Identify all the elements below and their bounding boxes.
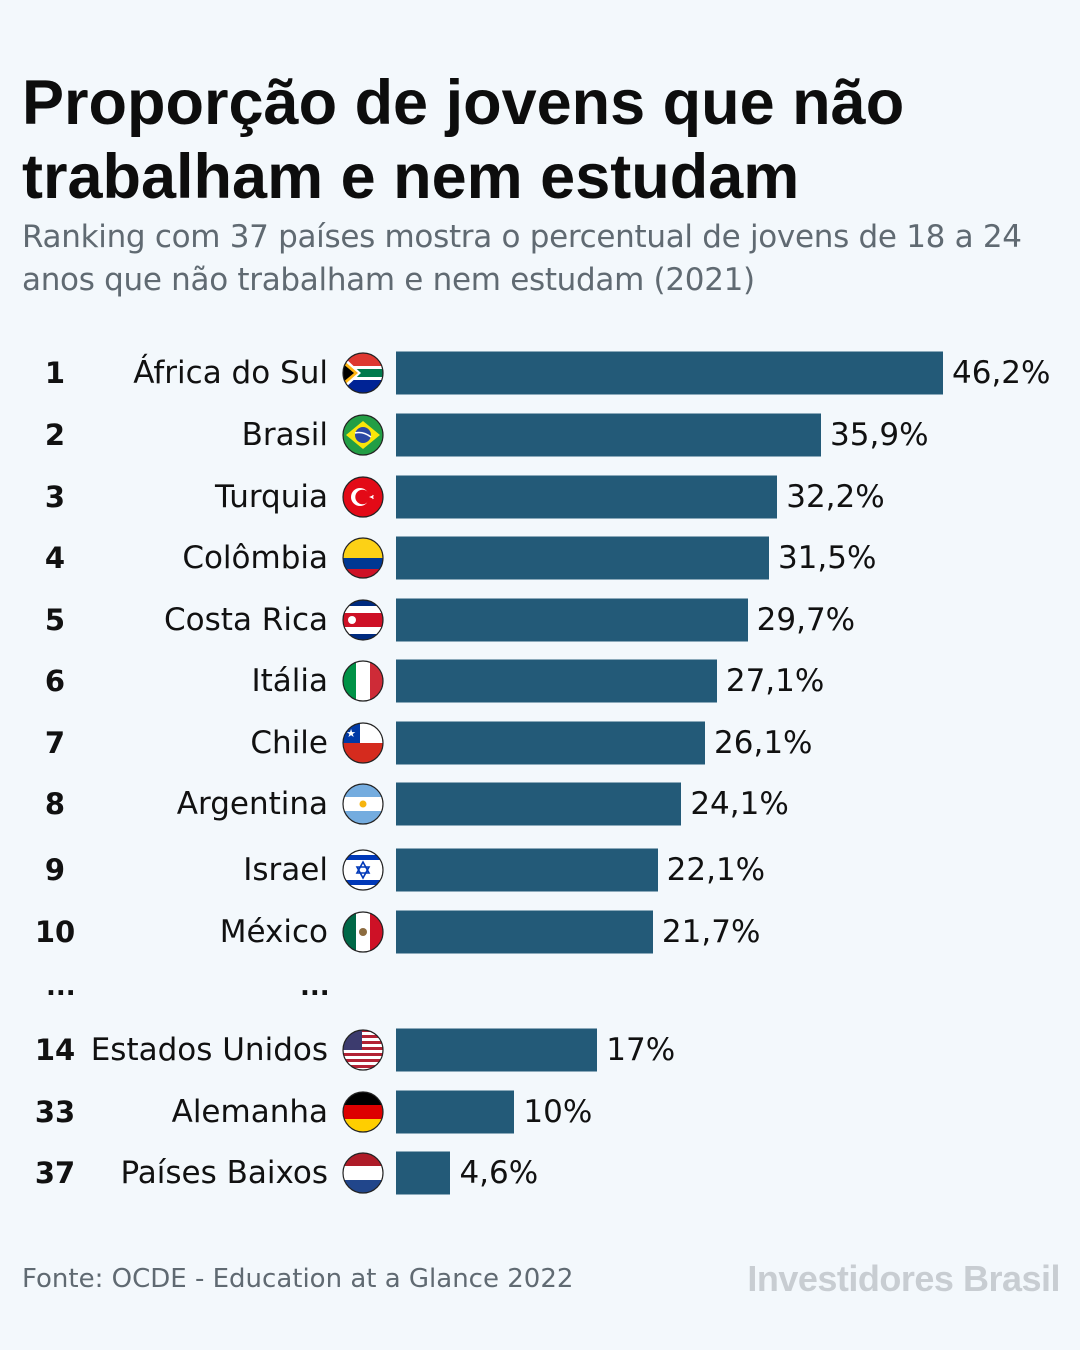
rank-label: 5 (44, 603, 66, 637)
country-label: Estados Unidos (90, 1032, 328, 1068)
value-label: 22,1% (666, 852, 766, 888)
rank-label: 10 (34, 915, 76, 949)
bar (396, 659, 717, 703)
country-label: Costa Rica (164, 602, 328, 638)
chart-subtitle: Ranking com 37 países mostra o percentua… (22, 219, 1022, 298)
united-states-flag-icon (342, 1029, 384, 1071)
value-label: 32,2% (786, 479, 885, 515)
bar (396, 413, 822, 457)
country-label: Colômbia (182, 540, 328, 576)
rank-label: 2 (44, 418, 66, 452)
value-label: 21,7% (661, 914, 761, 950)
source-note: Fonte: OCDE - Education at a Glance 2022 (22, 1264, 574, 1294)
country-label: Turquia (214, 479, 328, 515)
value-label: 24,1% (690, 786, 789, 822)
bar (396, 721, 706, 765)
country-label: México (219, 914, 328, 950)
rank-label: 33 (34, 1095, 76, 1129)
colombia-flag-icon (342, 537, 384, 579)
svg-text:★: ★ (346, 727, 356, 740)
rank-label: 6 (44, 664, 66, 698)
rank-label: 8 (44, 787, 66, 821)
germany-flag-icon (342, 1091, 384, 1133)
chile-flag-icon: ★ (342, 722, 384, 764)
bar (396, 910, 653, 954)
bar (396, 848, 658, 892)
mexico-flag-icon (342, 911, 384, 953)
turkey-flag-icon (342, 476, 384, 518)
brazil-flag-icon (342, 414, 384, 456)
rank-label: 1 (44, 356, 66, 390)
value-label: 4,6% (459, 1155, 539, 1191)
country-label: Chile (250, 725, 328, 761)
argentina-flag-icon (342, 783, 384, 825)
bar (396, 782, 682, 826)
bar (396, 536, 769, 580)
rank-label: 7 (44, 726, 66, 760)
value-label: 17% (606, 1032, 676, 1068)
country-label: Itália (251, 663, 328, 699)
bar (396, 351, 943, 395)
rank-label: 9 (44, 853, 66, 887)
value-label: 29,7% (756, 602, 856, 638)
bar (396, 475, 778, 519)
bar (396, 1151, 451, 1195)
value-label: 31,5% (777, 540, 877, 576)
value-label: 46,2% (952, 355, 1051, 391)
italy-flag-icon (342, 660, 384, 702)
brand-logo: Investidores Brasil (747, 1258, 1060, 1299)
country-label: Argentina (176, 786, 328, 822)
bar (396, 1090, 515, 1134)
ellipsis-country: ... (300, 972, 330, 1002)
value-label: 27,1% (725, 663, 825, 699)
rank-label: 3 (44, 480, 66, 514)
costa-rica-flag-icon (342, 599, 384, 641)
value-label: 35,9% (830, 417, 929, 453)
ellipsis-rank: ... (46, 972, 76, 1002)
value-label: 26,1% (714, 725, 813, 761)
bar (396, 1028, 598, 1072)
netherlands-flag-icon (342, 1152, 384, 1194)
bar (396, 598, 748, 642)
country-label: Israel (243, 852, 328, 888)
value-label: 10% (523, 1094, 593, 1130)
country-label: Alemanha (171, 1094, 328, 1130)
rank-label: 14 (34, 1033, 76, 1067)
rank-label: 4 (44, 541, 66, 575)
south-africa-flag-icon (342, 352, 384, 394)
country-label: Brasil (241, 417, 328, 453)
country-label: África do Sul (133, 355, 328, 391)
rank-label: 37 (34, 1156, 76, 1190)
country-label: Países Baixos (120, 1155, 328, 1191)
chart-title: Proporção de jovens que não trabalham e … (22, 68, 905, 212)
israel-flag-icon (342, 849, 384, 891)
